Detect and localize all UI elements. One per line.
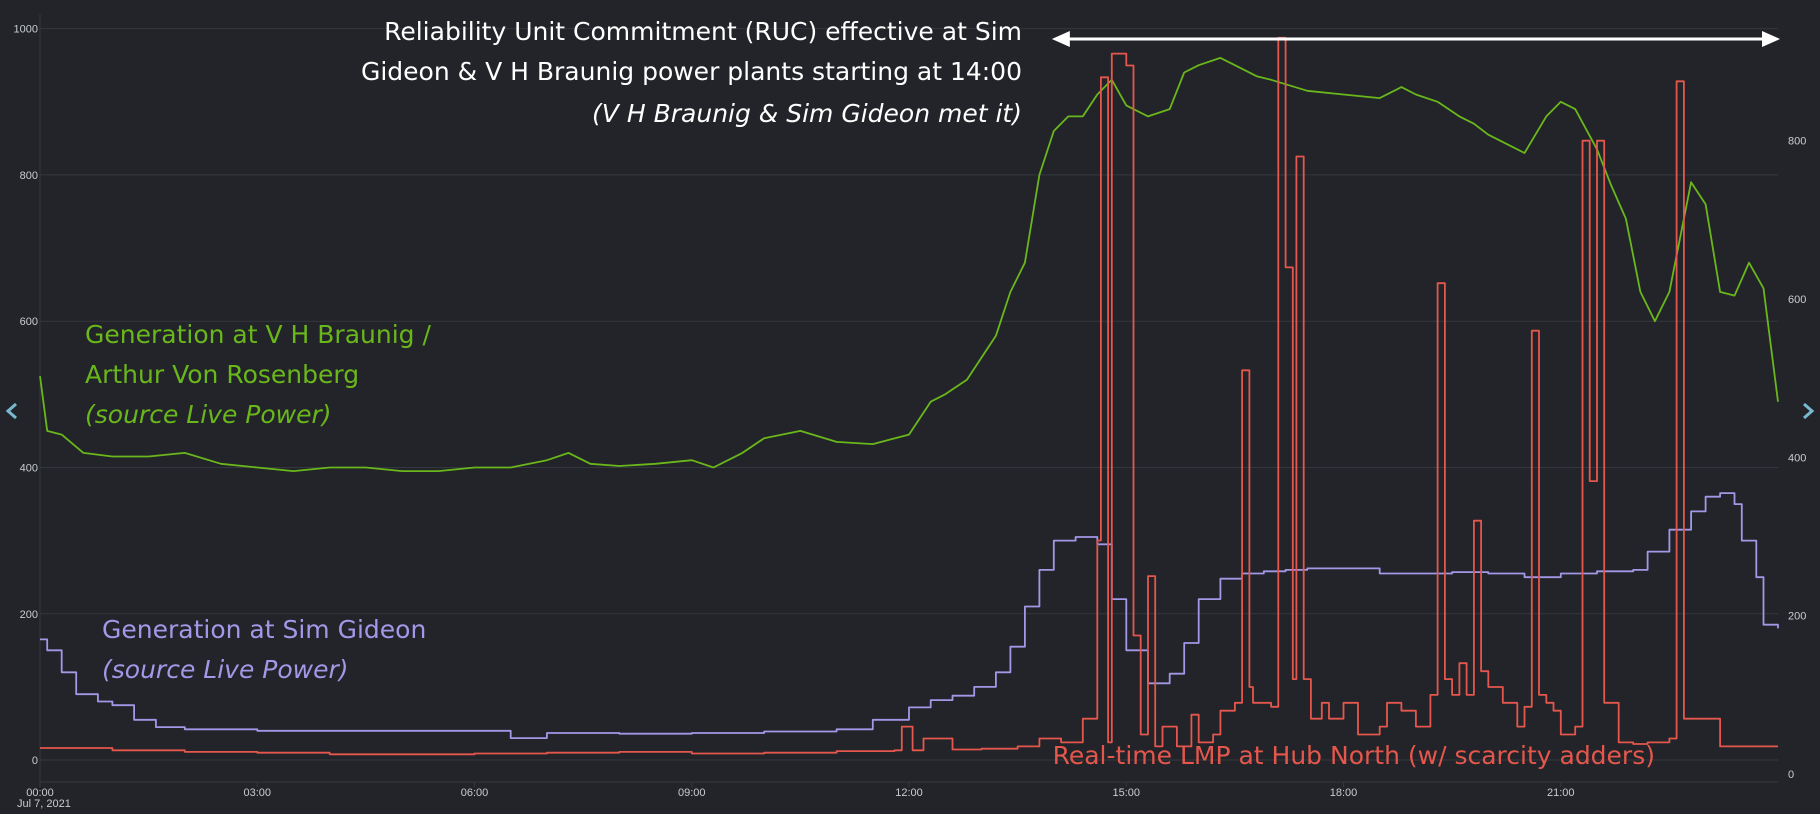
y-right-tick-label: 400 xyxy=(1788,452,1806,464)
series xyxy=(39,36,1779,756)
x-tick-label: 03:00 xyxy=(243,787,271,799)
ruc-annotation-line1: Reliability Unit Commitment (RUC) effect… xyxy=(384,17,1022,46)
y-left-tick-label: 0 xyxy=(32,755,38,767)
y-right-tick-label: 600 xyxy=(1788,294,1806,306)
ruc-range-arrow xyxy=(1051,31,1780,47)
y-right-tick-label: 0 xyxy=(1788,769,1794,781)
green-series-label-line2: Arthur Von Rosenberg xyxy=(85,360,359,389)
chevron-left-icon[interactable] xyxy=(5,402,17,420)
y-right-tick-label: 800 xyxy=(1788,136,1806,148)
ruc-annotation-line3: (V H Braunig & Sim Gideon met it) xyxy=(592,99,1022,128)
purple-series-label-line2: (source Live Power) xyxy=(102,655,349,684)
arrowhead-left xyxy=(1051,31,1070,47)
x-tick-label: 18:00 xyxy=(1330,787,1358,799)
series-line-2 xyxy=(40,36,1778,756)
series-line-1 xyxy=(40,492,1779,739)
series-line-0 xyxy=(39,57,1779,472)
green-series-label-line1: Generation at V H Braunig / xyxy=(85,320,431,349)
x-tick-label: 09:00 xyxy=(678,787,706,799)
red-series-label: Real-time LMP at Hub North (w/ scarcity … xyxy=(1053,741,1655,770)
y-right-tick-label: 200 xyxy=(1788,611,1806,623)
y-left-tick-label: 1000 xyxy=(14,24,38,36)
arrowhead-right xyxy=(1762,31,1780,47)
x-tick-label: 15:00 xyxy=(1112,787,1140,799)
axis-ticks: 0 200 400 600 800 1000 0 200 400 600 800 00:00 03:00… xyxy=(14,24,1807,799)
x-tick-label: 06:00 xyxy=(461,787,489,799)
purple-series-label-line1: Generation at Sim Gideon xyxy=(102,615,426,644)
green-series-label-line3: (source Live Power) xyxy=(85,400,332,429)
x-axis-date-label: Jul 7, 2021 xyxy=(17,798,71,810)
x-tick-label: 21:00 xyxy=(1547,787,1575,799)
y-left-tick-label: 400 xyxy=(20,462,38,474)
x-tick-label: 12:00 xyxy=(895,787,923,799)
chevron-right-icon[interactable] xyxy=(1803,402,1815,420)
x-tick-label: 00:00 xyxy=(26,787,54,799)
y-left-tick-label: 800 xyxy=(20,170,38,182)
y-left-tick-label: 600 xyxy=(20,316,38,328)
y-left-tick-label: 200 xyxy=(20,609,38,621)
ruc-annotation-line2: Gideon & V H Braunig power plants starti… xyxy=(361,57,1022,86)
